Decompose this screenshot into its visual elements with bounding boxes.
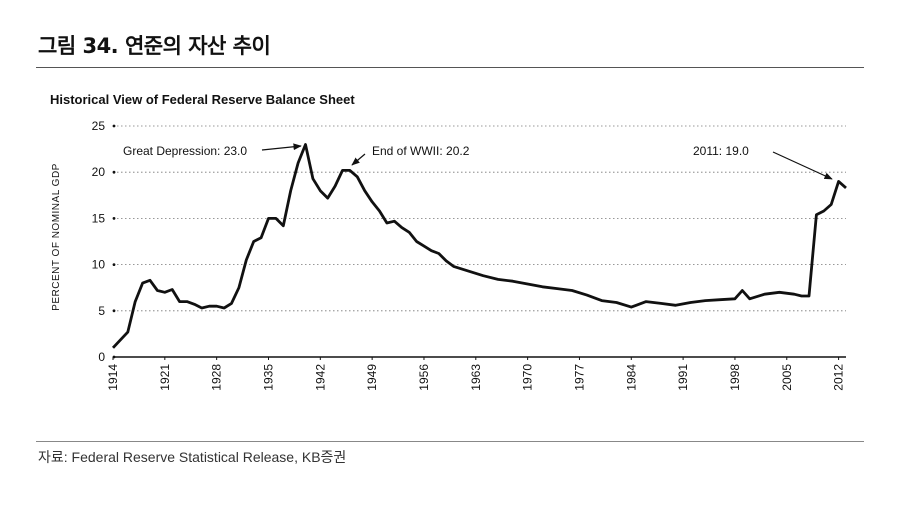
annotation-label: End of WWII: 20.2	[372, 144, 470, 158]
x-tick-label: 1914	[106, 364, 120, 391]
series-line	[111, 143, 847, 349]
y-tick-label: 0	[98, 350, 105, 364]
annotation-label: 2011: 19.0	[693, 144, 749, 158]
top-divider	[36, 67, 864, 68]
bottom-divider	[36, 441, 864, 442]
y-tick-mark	[112, 170, 116, 174]
x-tick-label: 2005	[780, 364, 794, 391]
x-tick-label: 1970	[521, 364, 535, 391]
figure-title: 그림 34. 연준의 자산 추이	[38, 34, 271, 58]
y-tick-label: 25	[92, 119, 106, 133]
y-axis-label: PERCENT OF NOMINAL GDP	[51, 163, 62, 311]
x-tick-label: 1942	[313, 364, 327, 391]
x-tick-label: 1977	[572, 364, 586, 391]
annotation-label: Great Depression: 23.0	[123, 144, 247, 158]
x-tick-label: 1949	[365, 364, 379, 391]
x-tick-label: 1928	[210, 364, 224, 391]
chart-title: Historical View of Federal Reserve Balan…	[50, 92, 355, 107]
y-tick-label: 15	[92, 211, 106, 225]
x-tick-label: 1984	[624, 364, 638, 391]
x-tick-label: 2012	[832, 364, 846, 391]
x-tick-label: 1998	[728, 364, 742, 391]
annotation-arrow	[772, 151, 833, 180]
y-tick-mark	[112, 124, 116, 128]
y-tick-label: 20	[92, 165, 106, 179]
annotation-arrow	[261, 143, 302, 151]
y-tick-mark	[112, 217, 116, 220]
x-tick-label: 1991	[676, 364, 690, 391]
x-tick-label: 1956	[417, 364, 431, 391]
line-chart: 0 5 10 15 20 25 1914 1921 1928 1935 1942 1949 1956 19…	[51, 119, 847, 391]
y-tick-mark	[112, 263, 116, 266]
x-tick-label: 1921	[158, 364, 172, 391]
source-note: 자료: Federal Reserve Statistical Release,…	[38, 449, 347, 465]
x-tick-label: 1963	[469, 364, 483, 391]
y-tick-label: 5	[98, 304, 105, 318]
x-tick-label: 1935	[261, 364, 275, 391]
y-tick-label: 10	[92, 258, 106, 272]
annotation-arrow	[351, 153, 366, 166]
y-tick-mark	[112, 309, 116, 313]
